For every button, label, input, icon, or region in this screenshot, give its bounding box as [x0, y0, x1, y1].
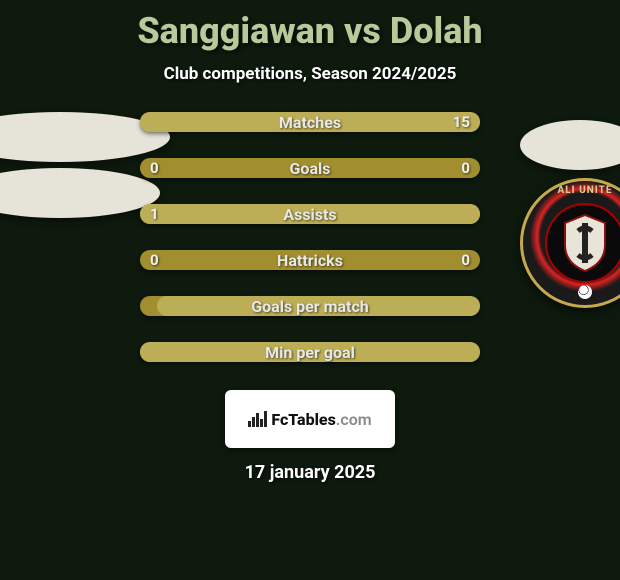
stat-label: Goals: [290, 159, 331, 178]
brand-name-light: .com: [336, 410, 372, 429]
stat-label: Assists: [283, 205, 336, 224]
player2-avatar: [520, 120, 620, 170]
stat-value-left: 0: [150, 251, 159, 269]
stat-value-right: 0: [461, 159, 470, 177]
brand-bars-icon: [248, 411, 267, 427]
club-crest-inner: [545, 203, 620, 283]
stat-value-right: 0: [461, 251, 470, 269]
club-crest-ball-icon: [578, 285, 592, 299]
subtitle: Club competitions, Season 2024/2025: [0, 64, 620, 84]
player1-avatar-bottom: [0, 168, 160, 218]
stat-value-right: 15: [453, 113, 470, 131]
stat-label: Hattricks: [277, 251, 343, 270]
stat-label: Matches: [279, 113, 341, 132]
stats-list: Matches15Goals00Assists1Hattricks00Goals…: [140, 112, 480, 362]
stat-row: Goals per match: [140, 296, 480, 316]
stat-row: Assists 1: [140, 204, 480, 224]
date-label: 17 january 2025: [0, 462, 620, 483]
infographic-container: Sanggiawan vs Dolah Club competitions, S…: [0, 0, 620, 580]
club-crest: ALI UNITE: [520, 178, 620, 308]
brand-logo: FcTables.com: [248, 410, 371, 429]
stat-row: Min per goal: [140, 342, 480, 362]
stat-label: Goals per match: [251, 297, 369, 316]
page-title: Sanggiawan vs Dolah: [0, 10, 620, 52]
brand-name-bold: FcTables: [271, 410, 335, 429]
brand-badge[interactable]: FcTables.com: [225, 390, 395, 448]
brand-text: FcTables.com: [271, 410, 371, 429]
stat-row: Hattricks 0 0: [140, 250, 480, 270]
stat-value-left: 1: [150, 205, 159, 223]
stat-row: Goals 0 0: [140, 158, 480, 178]
stat-value-left: 0: [150, 159, 159, 177]
club-crest-text: ALI UNITE: [523, 185, 620, 196]
stat-label: Min per goal: [265, 343, 355, 362]
stat-row: Matches 15: [140, 112, 480, 132]
club-crest-shield-icon: [559, 213, 611, 273]
